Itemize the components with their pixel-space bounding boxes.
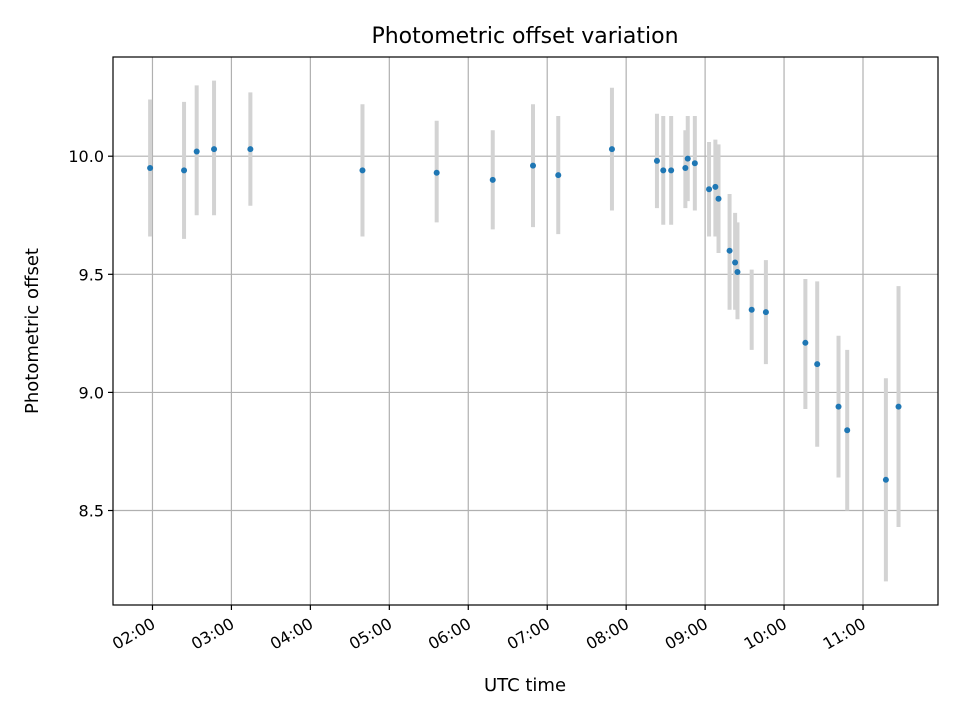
data-point — [706, 186, 713, 193]
data-point — [489, 176, 496, 183]
plot-frame — [112, 56, 939, 606]
data-point — [660, 167, 667, 174]
data-point — [748, 306, 755, 313]
data-point — [882, 476, 889, 483]
data-point — [844, 427, 851, 434]
data-point — [762, 309, 769, 316]
y-tick-label: 9.5 — [79, 265, 104, 284]
data-point — [211, 146, 218, 153]
data-point — [247, 146, 254, 153]
data-point — [814, 361, 821, 368]
y-axis-label: Photometric offset — [22, 248, 43, 414]
data-point — [181, 167, 188, 174]
data-point — [712, 183, 719, 190]
grid-lines — [113, 57, 938, 605]
x-axis-label: UTC time — [484, 675, 566, 696]
data-point — [668, 167, 675, 174]
data-point — [147, 165, 154, 172]
data-point — [726, 247, 733, 254]
data-point — [715, 195, 722, 202]
data-point — [732, 259, 739, 266]
y-tick-label: 8.5 — [79, 502, 104, 521]
data-point — [555, 172, 562, 179]
chart-title: Photometric offset variation — [371, 24, 678, 49]
data-points — [147, 146, 902, 483]
data-point — [433, 169, 440, 176]
data-point — [895, 403, 902, 410]
data-point — [608, 146, 615, 153]
data-point — [193, 148, 200, 155]
data-point — [653, 157, 660, 164]
data-point — [684, 155, 691, 162]
data-point — [802, 339, 809, 346]
data-point — [835, 403, 842, 410]
y-tick-label: 9.0 — [79, 383, 104, 402]
data-point — [359, 167, 366, 174]
data-point — [682, 165, 689, 172]
data-point — [691, 160, 698, 167]
data-point — [734, 268, 741, 275]
data-point — [530, 162, 536, 169]
y-tick-label: 10.0 — [68, 147, 104, 166]
